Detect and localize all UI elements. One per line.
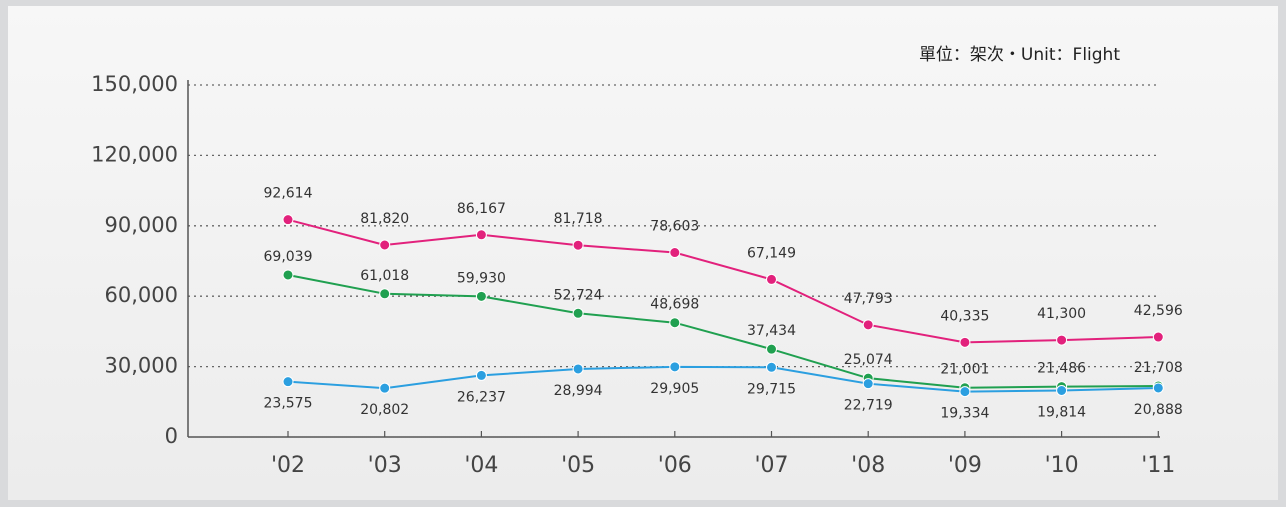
data-point: [475, 369, 487, 381]
series-line: [287, 274, 1159, 389]
x-tick-label: '10: [1045, 453, 1079, 478]
data-label: 47,793: [844, 291, 893, 307]
data-point: [379, 288, 391, 300]
data-label: 21,708: [1134, 360, 1183, 376]
series-line: [287, 365, 1159, 393]
data-label: 69,039: [264, 249, 313, 265]
data-point: [1056, 334, 1068, 346]
data-point: [282, 269, 294, 281]
x-tick-label: '06: [658, 453, 692, 478]
data-label: 23,575: [264, 396, 313, 412]
data-label: 29,905: [650, 381, 699, 397]
data-point: [669, 247, 681, 259]
data-label: 59,930: [457, 270, 506, 286]
data-label: 25,074: [844, 352, 893, 368]
data-point: [572, 239, 584, 251]
data-point: [282, 376, 294, 388]
data-label: 61,018: [360, 268, 409, 284]
data-point: [862, 319, 874, 331]
y-tick-label: 120,000: [91, 142, 178, 166]
data-label: 22,719: [844, 398, 893, 414]
data-point: [766, 273, 777, 285]
data-label: 92,614: [264, 186, 313, 202]
data-point: [862, 378, 874, 390]
data-point: [766, 343, 777, 355]
data-point: [1152, 382, 1164, 394]
data-label: 20,888: [1134, 402, 1183, 418]
data-label: 78,603: [650, 219, 699, 235]
data-label: 21,001: [940, 362, 989, 378]
data-point: [669, 361, 681, 373]
data-label: 19,814: [1037, 405, 1086, 421]
data-label: 81,820: [360, 211, 409, 227]
data-label: 28,994: [554, 383, 603, 399]
data-label: 52,724: [554, 287, 603, 303]
data-point: [379, 239, 391, 251]
data-label: 42,596: [1134, 303, 1183, 319]
y-tick-label: 0: [165, 424, 178, 448]
data-point: [669, 317, 681, 329]
data-label: 21,486: [1037, 361, 1086, 377]
data-label: 40,335: [940, 308, 989, 324]
data-point: [572, 307, 584, 319]
data-point: [475, 229, 487, 241]
data-point: [475, 290, 487, 302]
data-label: 19,334: [940, 406, 989, 422]
x-tick-label: '11: [1141, 453, 1175, 478]
x-tick-label: '03: [368, 453, 402, 478]
y-tick-label: 90,000: [105, 213, 178, 237]
unit-label: 單位：架次・Unit：Flight: [919, 45, 1120, 65]
x-tick-label: '08: [851, 453, 885, 478]
data-label: 26,237: [457, 389, 506, 405]
data-point: [959, 386, 971, 398]
series-line: [287, 218, 1159, 344]
y-tick-label: 30,000: [105, 354, 178, 378]
data-point: [572, 363, 584, 375]
x-tick-label: '05: [561, 453, 595, 478]
x-tick-label: '09: [948, 453, 982, 478]
data-label: 48,698: [650, 297, 699, 313]
panel: [8, 6, 1278, 500]
data-label: 86,167: [457, 201, 506, 217]
x-tick-label: '04: [464, 453, 498, 478]
data-label: 37,434: [747, 323, 796, 339]
data-label: 20,802: [360, 402, 409, 418]
data-point: [766, 361, 777, 373]
x-tick-label: '07: [754, 453, 788, 478]
data-label: 41,300: [1037, 306, 1086, 322]
data-point: [1152, 331, 1164, 343]
y-tick-label: 150,000: [91, 72, 178, 96]
x-tick-label: '02: [271, 453, 305, 478]
data-label: 29,715: [747, 381, 796, 397]
data-point: [959, 336, 971, 348]
data-label: 67,149: [747, 245, 796, 261]
data-point: [379, 382, 391, 394]
data-point: [1056, 385, 1068, 397]
data-label: 81,718: [554, 211, 603, 227]
data-point: [282, 214, 294, 226]
y-tick-label: 60,000: [105, 283, 178, 307]
